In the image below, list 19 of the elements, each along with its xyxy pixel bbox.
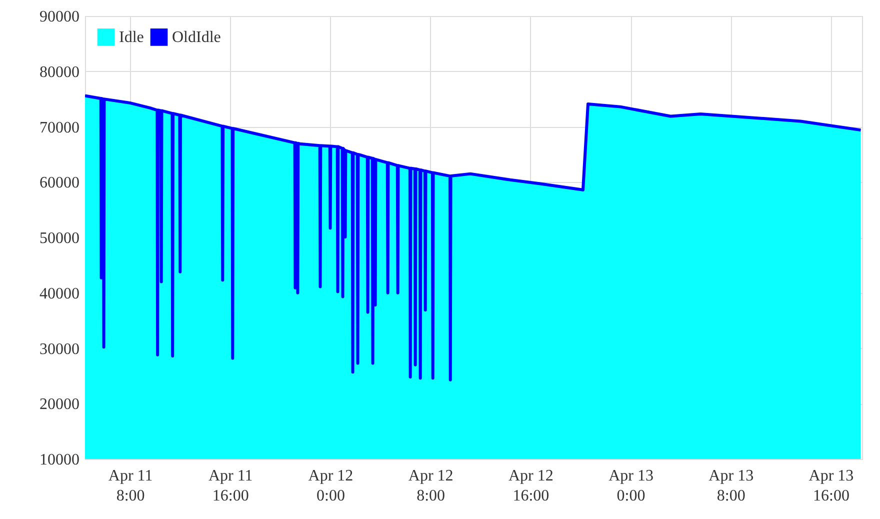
legend-label: OldIdle (172, 29, 221, 46)
x-tick-label: Apr 12 0:00 (308, 468, 354, 504)
y-tick-label: 80000 (40, 64, 80, 81)
x-tick-label: Apr 12 8:00 (408, 468, 454, 504)
y-tick-label: 60000 (40, 174, 80, 192)
y-tick-label: 20000 (40, 396, 80, 414)
x-tick-label: Apr 13 16:00 (808, 468, 854, 504)
x-tick-label: Apr 11 16:00 (208, 468, 253, 504)
x-tick-label: Apr 13 8:00 (708, 468, 754, 504)
legend-label: Idle (119, 29, 144, 46)
y-tick-label: 30000 (40, 340, 80, 358)
x-tick-label: Apr 11 8:00 (108, 468, 153, 504)
y-tick-label: 50000 (40, 230, 80, 247)
x-tick-label: Apr 12 16:00 (508, 468, 554, 504)
y-tick-label: 40000 (40, 285, 80, 302)
y-tick-label: 70000 (40, 119, 80, 136)
x-tick-label: Apr 13 0:00 (608, 468, 654, 504)
y-tick-label: 90000 (40, 8, 80, 26)
y-tick-label: 10000 (40, 452, 80, 468)
